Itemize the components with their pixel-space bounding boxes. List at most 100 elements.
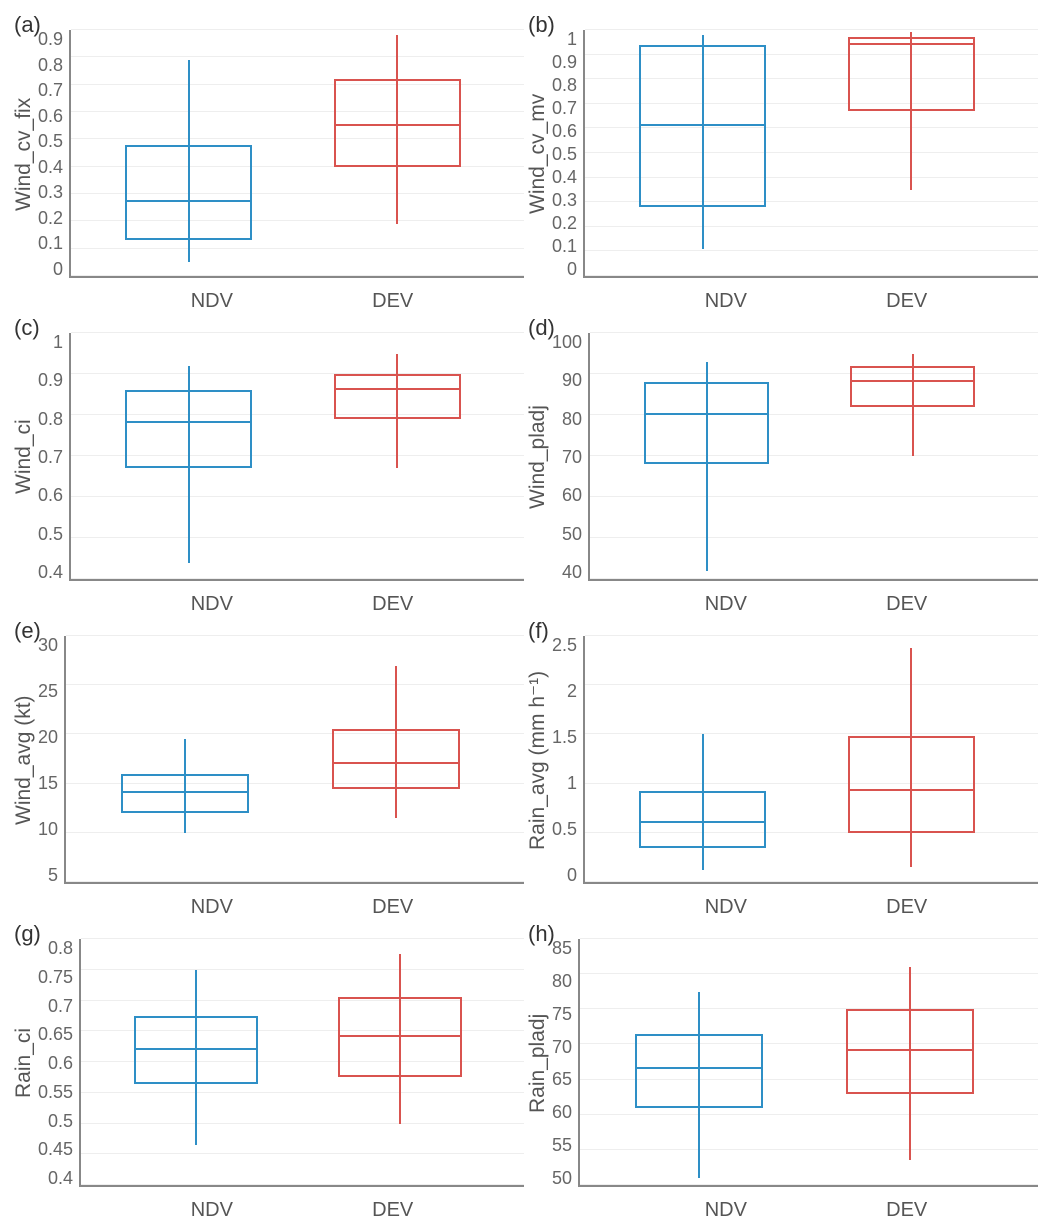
y-axis-label: Rain_pladj (524, 939, 552, 1187)
y-tick: 0.55 (38, 1083, 73, 1101)
x-axis: NDVDEV (10, 589, 524, 616)
y-axis-ticks: 0.80.750.70.650.60.550.50.450.4 (38, 939, 79, 1187)
boxplot-dev (334, 30, 461, 276)
y-tick: 0.3 (38, 183, 63, 201)
panel-e: (e)Wind_avg (kt)30252015105NDVDEV (10, 616, 524, 919)
boxplot-ndv (125, 333, 252, 579)
y-tick: 65 (552, 1070, 572, 1088)
median-line (639, 124, 766, 126)
y-tick: 20 (38, 728, 58, 746)
median-line (334, 388, 461, 390)
boxplot-dev (850, 333, 975, 579)
iqr-box (635, 1034, 763, 1108)
plot-area (64, 636, 524, 884)
y-tick: 15 (38, 774, 58, 792)
x-axis: NDVDEV (10, 1195, 524, 1222)
y-axis-ticks: 8580757065605550 (552, 939, 578, 1187)
y-tick: 0 (53, 260, 63, 278)
y-tick: 0.7 (552, 99, 577, 117)
panel-b: (b)Wind_cv_mv10.90.80.70.60.50.40.30.20.… (524, 10, 1038, 313)
iqr-box (639, 791, 766, 847)
y-tick: 0.7 (38, 81, 63, 99)
x-axis: NDV DEV (10, 892, 524, 919)
x-tick-label: NDV (191, 896, 233, 919)
y-tick: 0.1 (552, 237, 577, 255)
y-tick: 0.75 (38, 968, 73, 986)
y-tick: 100 (552, 333, 582, 351)
y-tick: 0.45 (38, 1140, 73, 1158)
iqr-box (848, 736, 975, 832)
median-line (639, 821, 766, 823)
x-tick-label: NDV (705, 290, 747, 313)
y-tick: 0.5 (38, 525, 63, 543)
y-axis-ticks: 10.90.80.70.60.50.40.30.20.10 (552, 30, 583, 278)
median-line (338, 1035, 462, 1037)
chart-grid: (a)Wind_cv_fix0.90.80.70.60.50.40.30.20.… (10, 10, 1038, 1222)
y-axis-label: Wind_avg (kt) (10, 636, 38, 884)
median-line (332, 762, 460, 764)
median-line (334, 124, 461, 126)
y-axis-ticks: 30252015105 (38, 636, 64, 884)
boxplot-ndv (639, 636, 766, 882)
y-axis-label: Wind_pladj (524, 333, 552, 581)
x-tick-label: DEV (372, 896, 413, 919)
iqr-box (644, 382, 769, 464)
y-tick: 50 (552, 1169, 572, 1187)
x-tick-label: NDV (705, 1199, 747, 1222)
y-tick: 0.4 (552, 168, 577, 186)
y-tick: 50 (562, 525, 582, 543)
panel-h: (h)Rain_pladj8580757065605550NDVDEV (524, 919, 1038, 1222)
y-axis-ticks: 10.90.80.70.60.50.4 (38, 333, 69, 581)
median-line (644, 413, 769, 415)
iqr-box (125, 390, 252, 468)
x-tick-label: NDV (191, 593, 233, 616)
y-tick: 5 (48, 866, 58, 884)
y-tick: 0.5 (552, 820, 577, 838)
y-tick: 0.5 (38, 132, 63, 150)
y-tick: 1 (53, 333, 63, 351)
y-tick: 70 (552, 1038, 572, 1056)
boxplot-ndv (134, 939, 258, 1185)
y-tick: 60 (562, 486, 582, 504)
plot-area (583, 636, 1038, 884)
y-tick: 90 (562, 371, 582, 389)
y-tick: 0 (567, 866, 577, 884)
plot-area (588, 333, 1038, 581)
y-tick: 0.4 (38, 158, 63, 176)
x-tick-label: NDV (705, 593, 747, 616)
iqr-box (332, 729, 460, 788)
boxplot-ndv (635, 939, 763, 1185)
y-tick: 0.2 (38, 209, 63, 227)
iqr-box (134, 1016, 258, 1084)
median-line (850, 380, 975, 382)
median-line (846, 1049, 974, 1051)
y-axis-label: Wind_cv_fix (10, 30, 38, 278)
y-tick: 0.5 (48, 1112, 73, 1130)
y-tick: 1.5 (552, 728, 577, 746)
y-tick: 0.6 (552, 122, 577, 140)
x-tick-label: DEV (886, 290, 927, 313)
y-tick: 0 (567, 260, 577, 278)
y-tick: 80 (562, 410, 582, 428)
y-tick: 0.9 (38, 30, 63, 48)
median-line (848, 789, 975, 791)
y-tick: 0.6 (38, 486, 63, 504)
y-tick: 1 (567, 774, 577, 792)
y-tick: 0.5 (552, 145, 577, 163)
y-axis-label: Wind_cv_mv (524, 30, 552, 278)
panel-a: (a)Wind_cv_fix0.90.80.70.60.50.40.30.20.… (10, 10, 524, 313)
y-tick: 0.1 (38, 234, 63, 252)
y-tick: 0.2 (552, 214, 577, 232)
y-tick: 0.7 (48, 997, 73, 1015)
y-axis-ticks: 0.90.80.70.60.50.40.30.20.10 (38, 30, 69, 278)
y-tick: 85 (552, 939, 572, 957)
boxplot-dev (338, 939, 462, 1185)
panel-c: (c)Wind_ci10.90.80.70.60.50.4NDVDEV (10, 313, 524, 616)
boxplot-dev (332, 636, 460, 882)
iqr-box (334, 374, 461, 419)
iqr-box (125, 145, 252, 241)
x-tick-label: DEV (886, 1199, 927, 1222)
y-tick: 0.4 (48, 1169, 73, 1187)
y-tick: 0.8 (38, 56, 63, 74)
y-tick: 0.4 (38, 563, 63, 581)
